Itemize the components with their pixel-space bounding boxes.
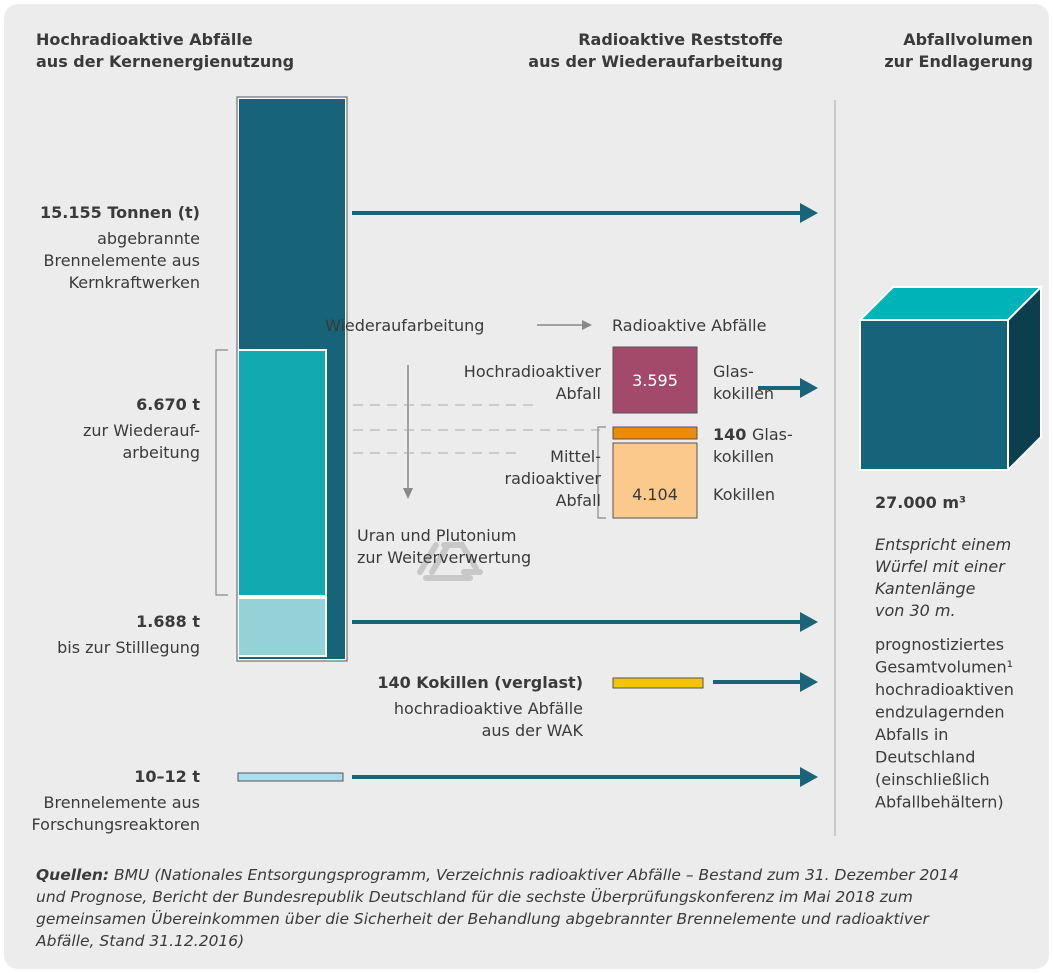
label: Deutschland	[875, 748, 975, 767]
label: Uran und Plutonium	[357, 526, 516, 545]
medium-level-box	[613, 443, 697, 518]
footer-line: und Prognose, Bericht der Bundesrepublik…	[36, 887, 913, 906]
label: Wiederaufarbeitung	[325, 316, 484, 335]
label: Glas-	[752, 425, 793, 444]
footer-line: gemeinsamen Übereinkommen über die Siche…	[36, 909, 931, 928]
label: Glas-	[713, 362, 754, 381]
label: Brennelemente aus	[43, 793, 200, 812]
amount: 1.688 t	[136, 612, 200, 631]
label: Forschungsreaktoren	[32, 815, 200, 834]
header: Hochradioaktive Abfälle	[36, 30, 253, 49]
label: Mittel-	[550, 447, 601, 466]
label: Entspricht einem	[875, 535, 1011, 554]
label: arbeitung	[122, 443, 200, 462]
count: 4.104	[632, 485, 678, 504]
research-bar	[238, 773, 343, 781]
label: kokillen	[713, 384, 774, 403]
count: 3.595	[632, 371, 678, 390]
label: zur Wiederauf-	[83, 421, 200, 440]
glass-strip	[613, 427, 697, 439]
header: aus der Wiederaufarbeitung	[528, 52, 783, 71]
label: (einschließlich	[875, 770, 990, 789]
header: Abfallvolumen	[903, 30, 1033, 49]
header: Radioaktive Reststoffe	[578, 30, 783, 49]
label: Abfallbehältern)	[875, 793, 1004, 812]
footer-label: Quellen:	[36, 866, 109, 884]
label: Kernkraftwerken	[69, 273, 200, 292]
label: Würfel mit einer	[875, 557, 1006, 576]
label: endzulagernden	[875, 703, 1005, 722]
label: Abfalls in	[875, 725, 948, 744]
label: aus der WAK	[482, 721, 584, 740]
amount: 6.670 t	[136, 395, 200, 414]
cube	[860, 287, 1041, 470]
footer-line: Abfälle, Stand 31.12.2016)	[35, 932, 244, 950]
amount: 10–12 t	[134, 767, 200, 786]
label: prognostiziertes	[875, 635, 1004, 654]
label: abgebrannte	[97, 229, 200, 248]
label: Kokillen	[713, 485, 775, 504]
footer-text: BMU (Nationales Entsorgungsprogramm, Ver…	[109, 866, 959, 884]
label: bis zur Stilllegung	[57, 638, 200, 657]
amount: 27.000 m³	[875, 493, 966, 512]
label: Radioaktive Abfälle	[612, 316, 766, 335]
amount: 140 Kokillen (verglast)	[377, 673, 583, 692]
label: hochradioaktive Abfälle	[394, 699, 583, 718]
label: von 30 m.	[875, 601, 956, 620]
label: hochradioaktiven	[875, 680, 1014, 699]
label: Kantenlänge	[875, 579, 976, 598]
label: Brennelemente aus	[43, 251, 200, 270]
label: kokillen	[713, 447, 774, 466]
header: aus der Kernenergienutzung	[36, 52, 294, 71]
label: radioaktiver	[505, 469, 602, 488]
wak-bar	[613, 678, 703, 688]
label: zur Weiterverwertung	[357, 548, 531, 567]
label: Gesamtvolumen¹	[875, 658, 1013, 677]
count: 140	[713, 425, 746, 444]
waste-column	[237, 97, 347, 661]
header: zur Endlagerung	[884, 52, 1033, 71]
label: Hochradioaktiver	[464, 362, 602, 381]
label: Abfall	[556, 491, 601, 510]
amount: 15.155 Tonnen (t)	[40, 203, 200, 222]
footer-line: Quellen: BMU (Nationales Entsorgungsprog…	[36, 866, 959, 884]
label: Abfall	[556, 384, 601, 403]
infographic: Hochradioaktive Abfälle aus der Kernener…	[0, 0, 1053, 973]
